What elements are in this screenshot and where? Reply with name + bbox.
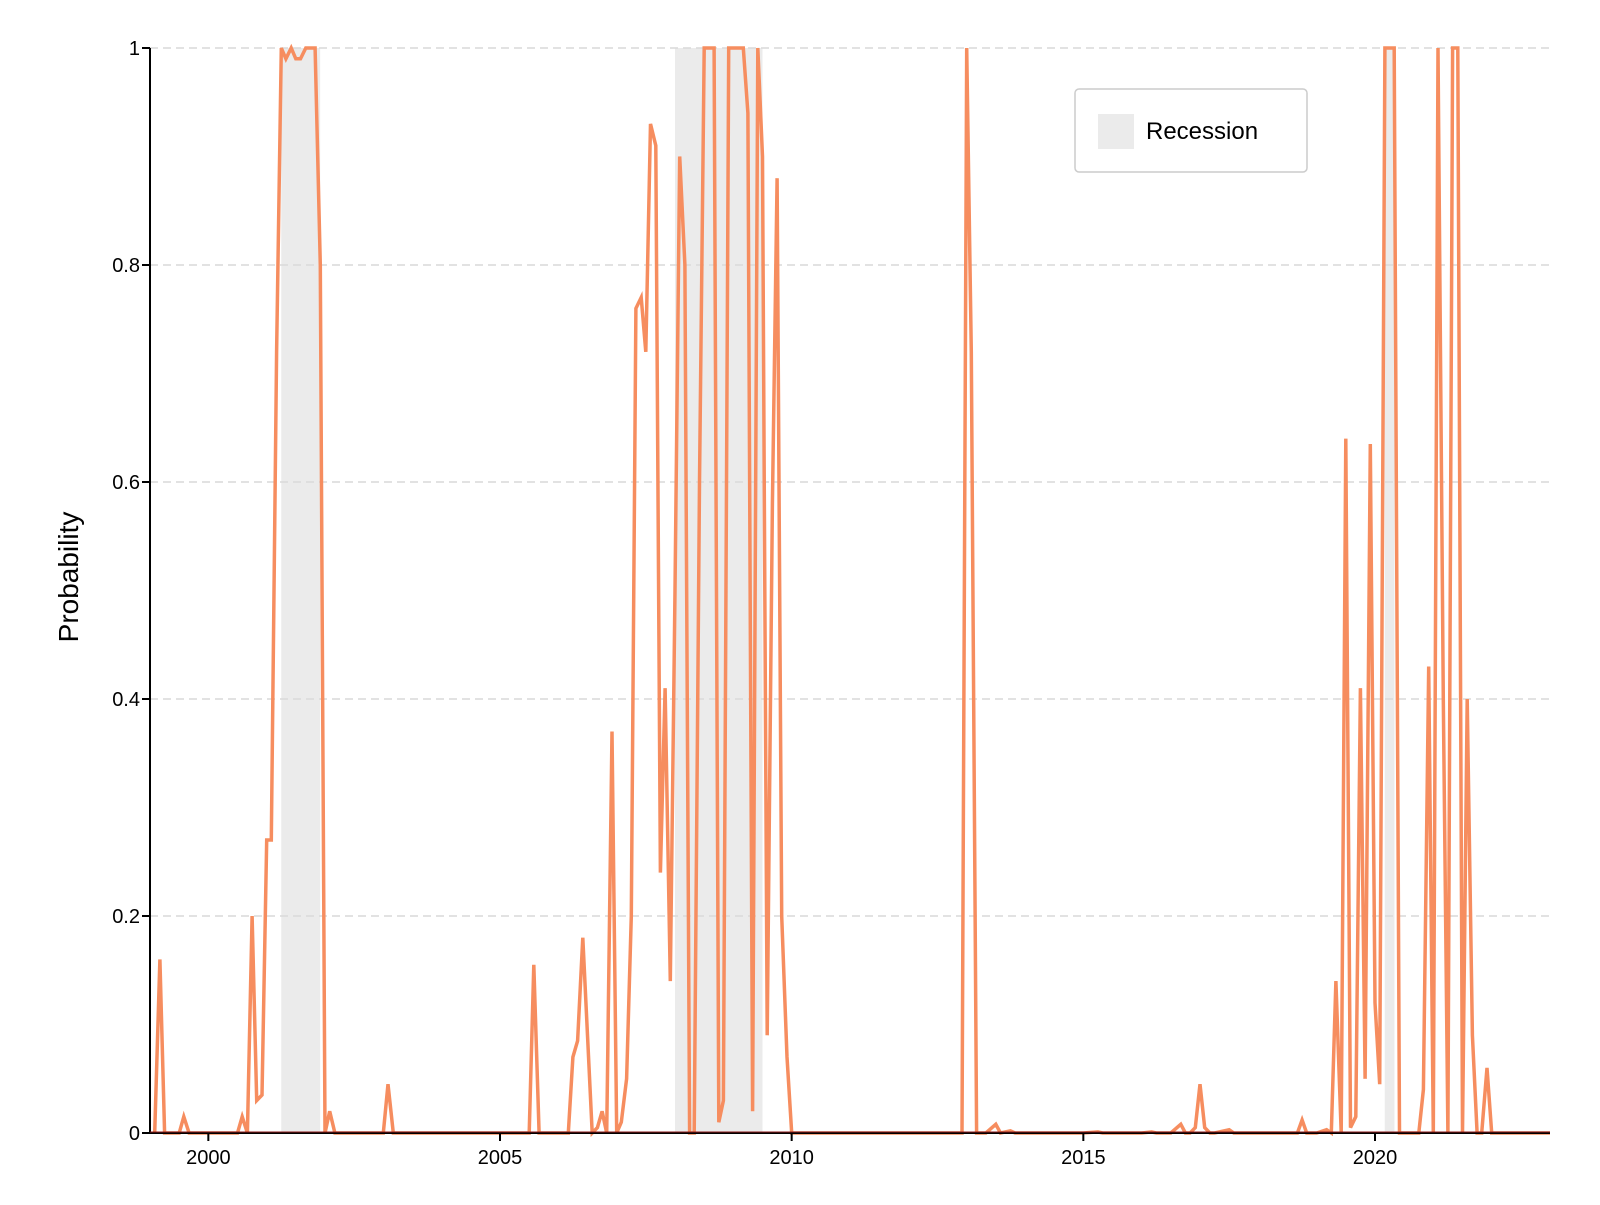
y-tick-label-1: 1 bbox=[129, 38, 140, 60]
legend-recession-swatch bbox=[1098, 114, 1134, 149]
x-tick-label-2010: 2010 bbox=[769, 1147, 814, 1169]
recession-band-1 bbox=[281, 48, 321, 1133]
y-tick-label-0.4: 0.4 bbox=[112, 689, 140, 711]
legend-box bbox=[1074, 88, 1308, 173]
y-tick-label-0.2: 0.2 bbox=[112, 906, 140, 928]
y-tick-label-0: 0 bbox=[129, 1123, 140, 1145]
gridlines bbox=[150, 47, 1550, 917]
y-axis-title: Probability bbox=[53, 512, 84, 643]
axes: 0 0.2 0.4 0.6 0.8 1 2000 2005 2010 2015 2020 bbox=[112, 38, 1550, 1169]
recession-band-3 bbox=[1384, 48, 1395, 1133]
y-tick-label-0.8: 0.8 bbox=[112, 255, 140, 277]
series-layer bbox=[152, 43, 1550, 1138]
recession-bands bbox=[281, 48, 1395, 1133]
x-tick-label-2000: 2000 bbox=[186, 1147, 231, 1169]
legend-recession-label: Recession bbox=[1146, 118, 1258, 145]
x-tick-label-2020: 2020 bbox=[1353, 1147, 1398, 1169]
y-tick-label-0.6: 0.6 bbox=[112, 472, 140, 494]
series-line-1 bbox=[152, 43, 1550, 1138]
legend: Recession bbox=[1074, 88, 1308, 173]
x-tick-label-2015: 2015 bbox=[1061, 1147, 1106, 1169]
x-tick-label-2005: 2005 bbox=[478, 1147, 523, 1169]
